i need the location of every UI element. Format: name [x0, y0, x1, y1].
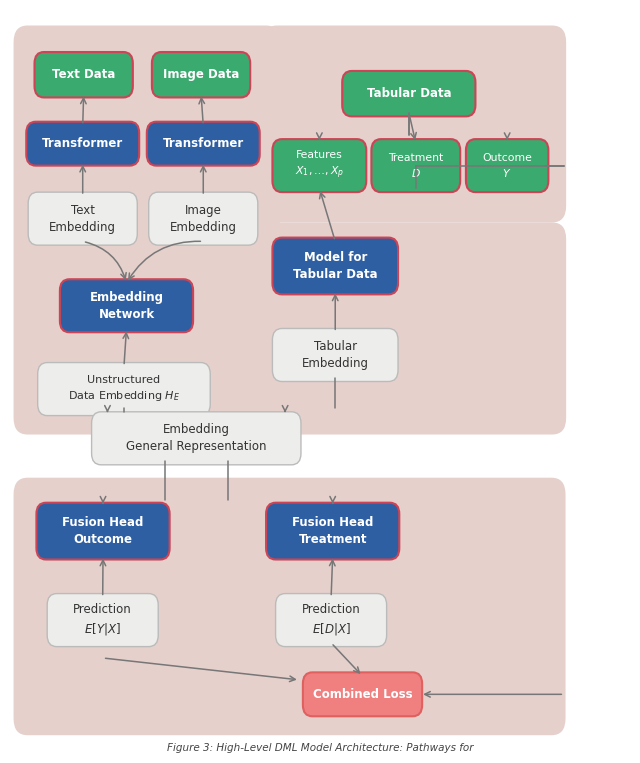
FancyBboxPatch shape [152, 52, 250, 98]
FancyBboxPatch shape [60, 279, 193, 332]
FancyBboxPatch shape [28, 192, 137, 245]
Text: Text Data: Text Data [52, 68, 115, 81]
FancyBboxPatch shape [92, 412, 301, 465]
FancyBboxPatch shape [36, 503, 170, 559]
Text: Figure 3: High-Level DML Model Architecture: Pathways for: Figure 3: High-Level DML Model Architect… [167, 742, 473, 752]
Text: Treatment
$D$: Treatment $D$ [388, 153, 444, 179]
FancyBboxPatch shape [147, 121, 260, 166]
FancyBboxPatch shape [38, 362, 211, 416]
Text: Fusion Head
Treatment: Fusion Head Treatment [292, 516, 373, 546]
FancyBboxPatch shape [273, 139, 366, 192]
FancyBboxPatch shape [148, 192, 258, 245]
FancyBboxPatch shape [371, 139, 460, 192]
FancyBboxPatch shape [26, 121, 139, 166]
FancyBboxPatch shape [263, 25, 566, 223]
FancyBboxPatch shape [266, 503, 399, 559]
FancyBboxPatch shape [13, 478, 566, 736]
Text: Unstructured
Data Embedding $H_E$: Unstructured Data Embedding $H_E$ [68, 375, 180, 403]
Text: Prediction
$E[Y|X]$: Prediction $E[Y|X]$ [74, 604, 132, 637]
FancyBboxPatch shape [47, 594, 158, 646]
FancyBboxPatch shape [273, 237, 398, 295]
FancyBboxPatch shape [273, 329, 398, 382]
FancyBboxPatch shape [303, 672, 422, 716]
FancyBboxPatch shape [276, 594, 387, 646]
Text: Tabular
Embedding: Tabular Embedding [301, 340, 369, 370]
FancyBboxPatch shape [263, 223, 566, 434]
FancyBboxPatch shape [342, 71, 476, 117]
Text: Model for
Tabular Data: Model for Tabular Data [293, 251, 378, 281]
FancyBboxPatch shape [13, 25, 280, 434]
FancyBboxPatch shape [466, 139, 548, 192]
Text: Outcome
$Y$: Outcome $Y$ [482, 153, 532, 179]
Text: Fusion Head
Outcome: Fusion Head Outcome [62, 516, 144, 546]
FancyBboxPatch shape [35, 52, 133, 98]
Text: Image Data: Image Data [163, 68, 239, 81]
Text: Prediction
$E[D|X]$: Prediction $E[D|X]$ [301, 604, 360, 637]
Text: Transformer: Transformer [42, 137, 124, 150]
Text: Embedding
General Representation: Embedding General Representation [126, 423, 266, 453]
Text: Text
Embedding: Text Embedding [49, 204, 116, 233]
Text: Embedding
Network: Embedding Network [90, 291, 163, 320]
Text: Tabular Data: Tabular Data [367, 87, 451, 100]
Text: Features
$X_1,\ldots,X_p$: Features $X_1,\ldots,X_p$ [295, 150, 344, 181]
Text: Image
Embedding: Image Embedding [170, 204, 237, 233]
Text: Combined Loss: Combined Loss [313, 687, 412, 701]
Text: Transformer: Transformer [163, 137, 244, 150]
